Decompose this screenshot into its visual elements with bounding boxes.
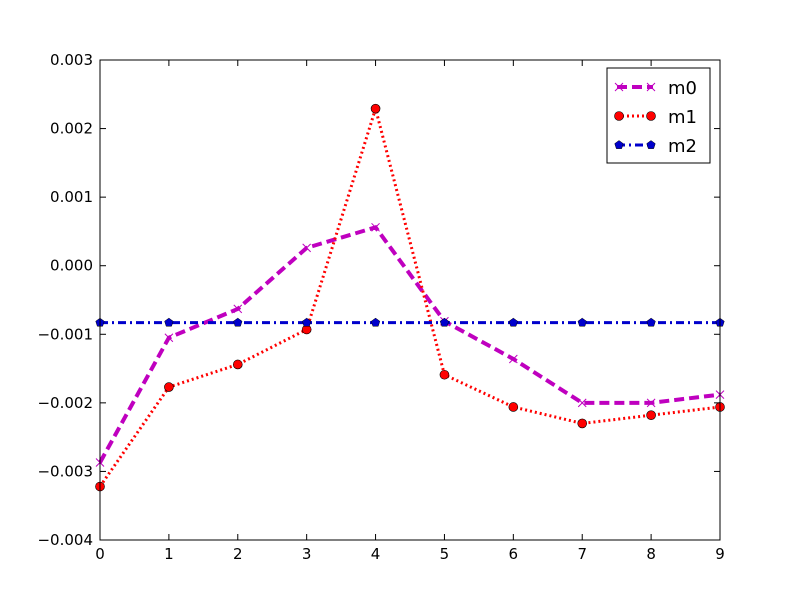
x-tick-label: 4 xyxy=(371,545,381,563)
data-point-m2-1 xyxy=(164,317,174,327)
ticks-layer: 0 1 2 3 4 5 6 7 8 9 0.003 0.002 0.001 0.000 −0.001 −0.0… xyxy=(37,51,724,563)
data-point-m1-8 xyxy=(646,410,656,421)
data-point-m2-5 xyxy=(439,317,450,327)
legend-label: m2 xyxy=(668,136,697,157)
y-tick-label: −0.003 xyxy=(37,462,93,480)
data-point-m2-4 xyxy=(370,317,381,327)
data-point-m2-3 xyxy=(302,317,312,327)
x-tick-label: 8 xyxy=(646,545,656,563)
legend-marker xyxy=(614,111,624,121)
x-tick-label: 6 xyxy=(509,545,519,563)
data-point-m1-6 xyxy=(508,402,519,412)
legend: m0 m1 m2 xyxy=(606,67,711,164)
legend-marker xyxy=(614,82,624,92)
legend-label: m1 xyxy=(668,107,697,128)
data-point-m1-5 xyxy=(439,369,450,380)
series-m1 xyxy=(95,103,725,492)
data-point-m0-1 xyxy=(164,333,174,343)
data-point-m1-7 xyxy=(577,418,588,429)
data-point-m0-3 xyxy=(302,243,312,253)
series-m2 xyxy=(95,317,725,327)
y-tick-label: 0.001 xyxy=(50,188,93,206)
data-point-m0-7 xyxy=(577,398,587,408)
legend-item-m2: m2 xyxy=(614,136,697,157)
legend-marker xyxy=(646,111,656,121)
data-point-m1-4 xyxy=(370,103,381,114)
x-tick-label: 3 xyxy=(302,545,312,563)
data-point-m1-1 xyxy=(164,382,174,392)
data-point-m0-4 xyxy=(371,222,380,232)
y-tick-label: 0.002 xyxy=(50,120,93,138)
series-line-m1 xyxy=(98,103,721,488)
x-tick-label: 0 xyxy=(95,545,105,563)
legend-label: m0 xyxy=(668,78,697,99)
x-tick-label: 9 xyxy=(715,545,725,563)
data-point-m0-8 xyxy=(646,398,656,408)
legend-item-m0: m0 xyxy=(614,78,697,99)
x-tick-label: 1 xyxy=(164,545,174,563)
y-tick-label: 0.003 xyxy=(50,51,93,69)
data-point-m2-2 xyxy=(233,317,243,327)
data-point-m2-6 xyxy=(508,317,518,327)
data-point-m0-6 xyxy=(508,354,518,364)
y-tick-label: 0.000 xyxy=(50,257,93,275)
y-tick-label: −0.004 xyxy=(37,531,93,549)
x-tick-label: 7 xyxy=(577,545,587,563)
series-line-m0 xyxy=(98,224,721,464)
x-tick-label: 2 xyxy=(233,545,243,563)
legend-item-m1: m1 xyxy=(614,107,697,128)
x-tick-label: 5 xyxy=(440,545,450,563)
plot-frame xyxy=(99,59,721,541)
data-point-m2-8 xyxy=(646,317,656,327)
legend-marker xyxy=(646,140,656,149)
legend-box xyxy=(606,67,711,164)
data-point-m1-2 xyxy=(232,359,243,370)
y-tick-label: −0.002 xyxy=(37,394,93,412)
y-tick-label: −0.001 xyxy=(37,325,93,343)
series-m0 xyxy=(95,222,725,467)
data-point-m2-7 xyxy=(577,317,587,327)
series-layer xyxy=(95,103,725,492)
data-point-m0-2 xyxy=(233,304,243,314)
legend-marker xyxy=(646,82,656,92)
legend-marker xyxy=(614,140,624,149)
